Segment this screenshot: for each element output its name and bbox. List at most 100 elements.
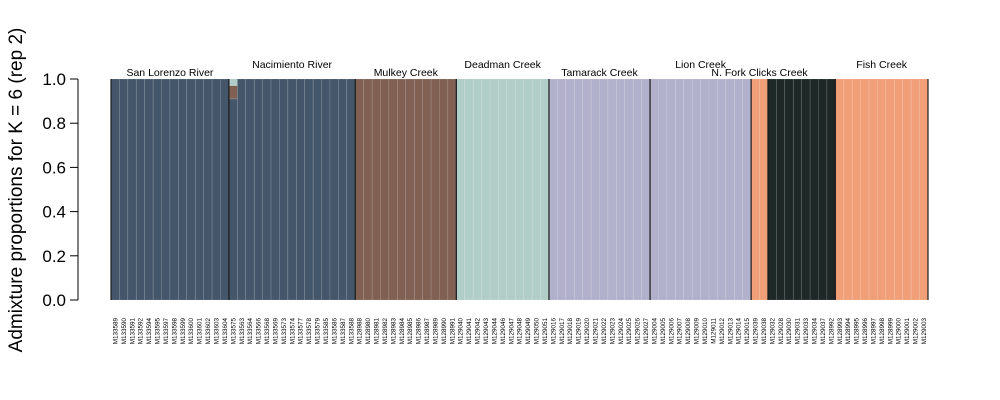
bar-segment-M129047-k3 xyxy=(506,78,516,301)
bar-segment-M129008-k4 xyxy=(683,78,693,301)
bar-segment-M133569-k1 xyxy=(270,78,280,301)
sample-label-M129022: M129022 xyxy=(601,318,608,345)
sample-label-M133569: M133569 xyxy=(272,318,279,345)
bar-segment-M129032-k5 xyxy=(767,78,777,301)
bar-segment-M129022-k4 xyxy=(599,78,609,301)
bar-segment-M133573-k1 xyxy=(279,78,289,301)
y-tick-label: 0.8 xyxy=(42,114,66,133)
bar-segment-M128993-k6 xyxy=(835,78,845,301)
bar-segment-M133575-k2 xyxy=(228,85,238,100)
bar-segment-M133600-k1 xyxy=(186,78,196,301)
sample-label-M128983: M128983 xyxy=(390,318,397,345)
bar-segment-M133601-k1 xyxy=(194,78,204,301)
sample-label-M128991: M128991 xyxy=(449,318,456,345)
bars-group xyxy=(110,78,929,301)
bar-segment-M128994-k6 xyxy=(843,78,853,301)
bar-segment-M133587-k1 xyxy=(338,78,348,301)
sample-label-M129048: M129048 xyxy=(517,318,524,345)
population-label: Mulkey Creek xyxy=(374,67,439,79)
sample-label-M129016: M129016 xyxy=(550,318,557,345)
sample-label-M128987: M128987 xyxy=(424,318,431,345)
bar-segment-M133598-k1 xyxy=(169,78,179,301)
y-tick-label: 0.4 xyxy=(42,203,66,222)
y-tick-label: 0.0 xyxy=(42,291,66,310)
bar-segment-M128986-k2 xyxy=(413,78,423,301)
sample-labels: M133589 M133590 M133591 M133592 M133594 M1335… xyxy=(112,318,928,345)
sample-label-M128990: M128990 xyxy=(441,318,448,345)
bar-segment-M128985-k2 xyxy=(405,78,415,301)
bar-segment-M129003-k6 xyxy=(919,78,929,301)
bar-segment-M129021-k4 xyxy=(590,78,600,301)
bar-segment-M129048-k3 xyxy=(514,78,525,301)
sample-label-M129041: M129041 xyxy=(466,318,473,345)
sample-label-M128993: M128993 xyxy=(837,318,844,345)
bar-segment-M133566-k1 xyxy=(253,78,263,301)
sample-label-M133563: M133563 xyxy=(239,318,246,345)
sample-label-M128981: M128981 xyxy=(374,318,381,345)
population-label: Lion Creek xyxy=(675,59,727,71)
bar-segment-M129039-k6 xyxy=(750,78,760,301)
sample-label-M129024: M129024 xyxy=(618,318,625,345)
sample-label-M129003: M129003 xyxy=(921,318,928,345)
y-axis-label: Admixture proportions for K = 6 (rep 2) xyxy=(6,28,27,353)
bar-segment-M128998-k6 xyxy=(877,78,887,301)
sample-label-M129004: M129004 xyxy=(651,318,658,345)
sample-label-M129023: M129023 xyxy=(609,318,616,345)
sample-label-M128985: M128985 xyxy=(407,318,414,345)
population-label: Tamarack Creek xyxy=(561,67,638,79)
bar-segment-M129009-k4 xyxy=(691,78,701,301)
sample-label-M129027: M129027 xyxy=(643,318,650,345)
sample-label-M133595: M133595 xyxy=(155,318,162,345)
bar-segment-M129013-k4 xyxy=(725,78,735,301)
bar-segment-M128981-k2 xyxy=(371,78,381,301)
bar-segment-M129026-k4 xyxy=(632,78,642,301)
sample-label-M128988: M128988 xyxy=(357,318,364,345)
sample-label-M129017: M129017 xyxy=(559,318,566,345)
bar-segment-M129031-k5 xyxy=(792,78,802,301)
sample-label-M133597: M133597 xyxy=(163,318,170,345)
bar-segment-M133564-k1 xyxy=(245,78,255,301)
sample-label-M129028: M129028 xyxy=(778,318,785,345)
bar-segment-M129043-k3 xyxy=(481,78,491,301)
sample-label-M129019: M129019 xyxy=(576,318,583,345)
sample-label-M128989: M128989 xyxy=(432,318,439,345)
bar-segment-M129042-k3 xyxy=(472,78,482,301)
bar-segment-M133595-k1 xyxy=(152,78,162,301)
population-label: San Lorenzo River xyxy=(126,67,213,79)
bar-segment-M128987-k2 xyxy=(422,78,432,301)
bar-segment-M133603-k1 xyxy=(211,78,221,301)
sample-label-M129002: M129002 xyxy=(913,318,920,345)
sample-label-M133573: M133573 xyxy=(281,318,288,345)
bar-segment-M128992-k5 xyxy=(826,78,836,301)
bar-segment-M133597-k1 xyxy=(161,78,171,301)
sample-label-M129020: M129020 xyxy=(584,318,591,345)
bar-segment-M129004-k4 xyxy=(649,78,659,301)
bar-segment-M128995-k6 xyxy=(851,78,861,301)
bar-segment-M133575-k1 xyxy=(228,98,238,301)
bar-segment-M128999-k6 xyxy=(885,78,895,301)
bar-segment-M129002-k6 xyxy=(910,78,920,301)
population-label: Nacimiento River xyxy=(252,59,332,71)
sample-label-M128998: M128998 xyxy=(879,318,886,345)
sample-label-M133578: M133578 xyxy=(306,318,313,345)
sample-label-M133568: M133568 xyxy=(264,318,271,345)
bar-segment-M128996-k6 xyxy=(860,78,870,301)
population-label: N. Fork Clicks Creek xyxy=(711,67,808,79)
sample-label-M129013: M129013 xyxy=(727,318,734,345)
bar-segment-M129038-k6 xyxy=(759,78,769,301)
bar-segment-M133599-k1 xyxy=(178,78,188,301)
bar-segment-M133579-k1 xyxy=(312,78,322,301)
bar-segment-M133586-k1 xyxy=(329,78,339,301)
bar-segment-M129014-k4 xyxy=(733,78,744,301)
bar-segment-M129007-k4 xyxy=(675,78,685,301)
bar-segment-M133591-k1 xyxy=(127,78,137,301)
sample-label-M129037: M129037 xyxy=(820,318,827,345)
bar-segment-M129020-k4 xyxy=(582,78,592,301)
sample-label-M133574: M133574 xyxy=(289,318,296,345)
bar-segment-M129044-k3 xyxy=(489,78,499,301)
bar-segment-M129034-k5 xyxy=(809,78,819,301)
sample-label-M128980: M128980 xyxy=(365,318,372,345)
sample-label-M129042: M129042 xyxy=(475,318,482,345)
sample-label-M128999: M128999 xyxy=(887,318,894,345)
